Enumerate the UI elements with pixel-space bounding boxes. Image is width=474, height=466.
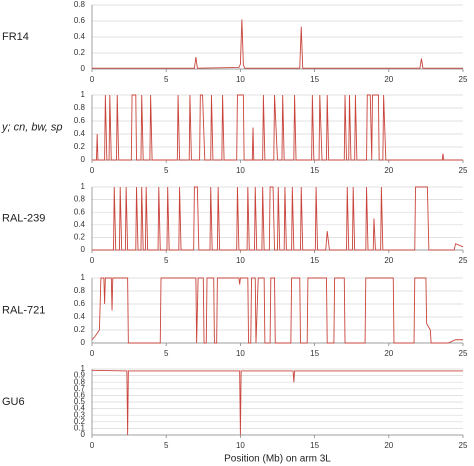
x-tick-label: 10 xyxy=(236,166,245,175)
y-tick-label: 0.2 xyxy=(74,325,86,334)
x-tick-label: 10 xyxy=(236,75,245,84)
data-line xyxy=(91,369,463,436)
x-tick-label: 15 xyxy=(310,349,319,358)
x-tick-label: 0 xyxy=(90,349,95,358)
y-tick-label: 0.5 xyxy=(74,397,86,406)
y-tick-label: 0.4 xyxy=(74,220,86,229)
x-axis-label: Position (Mb) on arm 3L xyxy=(224,454,331,465)
data-line xyxy=(91,277,463,344)
x-tick-label: 25 xyxy=(459,166,468,175)
data-line xyxy=(92,186,464,251)
y-tick-label: 1 xyxy=(81,90,86,99)
x-tick-label: 25 xyxy=(459,256,468,265)
y-tick-label: 0.6 xyxy=(74,16,86,25)
y-tick-label: 0.2 xyxy=(74,417,86,426)
x-tick-label: 5 xyxy=(164,349,169,358)
y-tick-label: 0 xyxy=(81,155,86,164)
data-line xyxy=(92,19,463,69)
y-tick-label: 0.4 xyxy=(74,312,86,321)
x-tick-label: 0 xyxy=(90,75,95,84)
panel-label: GU6 xyxy=(2,396,25,408)
y-tick-label: 0.4 xyxy=(74,32,86,41)
x-tick-label: 25 xyxy=(459,441,468,450)
y-tick-label: 0 xyxy=(81,430,86,439)
x-tick-label: 15 xyxy=(310,256,319,265)
y-tick-label: 0.8 xyxy=(74,0,86,9)
y-tick-label: 0 xyxy=(81,338,86,347)
panel-label: RAL-239 xyxy=(2,212,45,224)
y-tick-label: 1 xyxy=(81,273,86,282)
y-tick-label: 0.7 xyxy=(74,384,86,393)
y-tick-label: 0.2 xyxy=(74,48,86,57)
y-tick-label: 0.9 xyxy=(74,371,86,380)
x-tick-label: 25 xyxy=(459,75,468,84)
y-tick-label: 1 xyxy=(81,364,86,373)
x-tick-label: 15 xyxy=(310,75,319,84)
panel-label: RAL-721 xyxy=(2,304,45,316)
y-tick-label: 0.8 xyxy=(74,103,86,112)
x-tick-label: 10 xyxy=(236,349,245,358)
x-tick-label: 20 xyxy=(384,256,393,265)
x-tick-label: 25 xyxy=(459,349,468,358)
y-tick-label: 0.2 xyxy=(74,233,86,242)
x-tick-label: 0 xyxy=(90,256,95,265)
y-tick-label: 0.2 xyxy=(74,142,86,151)
y-tick-label: 0.6 xyxy=(74,116,86,125)
y-tick-label: 0.8 xyxy=(74,286,86,295)
x-tick-label: 15 xyxy=(310,441,319,450)
x-tick-label: 5 xyxy=(164,75,169,84)
x-tick-label: 10 xyxy=(236,256,245,265)
x-tick-label: 5 xyxy=(164,256,169,265)
y-tick-label: 0 xyxy=(81,245,86,254)
panel-label: FR14 xyxy=(2,31,29,43)
y-tick-label: 1 xyxy=(81,182,86,191)
y-tick-label: 0 xyxy=(81,64,86,73)
y-tick-label: 0.6 xyxy=(74,299,86,308)
y-tick-label: 0.3 xyxy=(74,410,86,419)
x-tick-label: 15 xyxy=(310,166,319,175)
panel-label: y; cn, bw, sp xyxy=(1,121,63,133)
x-tick-label: 10 xyxy=(236,441,245,450)
x-tick-label: 20 xyxy=(384,349,393,358)
y-tick-label: 0.1 xyxy=(74,424,86,433)
x-tick-label: 0 xyxy=(90,166,95,175)
x-tick-label: 5 xyxy=(164,166,169,175)
y-tick-label: 0.4 xyxy=(74,404,86,413)
x-tick-label: 5 xyxy=(164,441,169,450)
y-tick-label: 0.6 xyxy=(74,207,86,216)
y-tick-label: 0.4 xyxy=(74,129,86,138)
y-tick-label: 0.8 xyxy=(74,377,86,386)
data-line xyxy=(92,94,463,161)
y-tick-label: 0.8 xyxy=(74,195,86,204)
x-tick-label: 20 xyxy=(384,75,393,84)
x-tick-label: 20 xyxy=(384,441,393,450)
y-tick-label: 0.6 xyxy=(74,391,86,400)
x-tick-label: 0 xyxy=(90,441,95,450)
x-tick-label: 20 xyxy=(384,166,393,175)
